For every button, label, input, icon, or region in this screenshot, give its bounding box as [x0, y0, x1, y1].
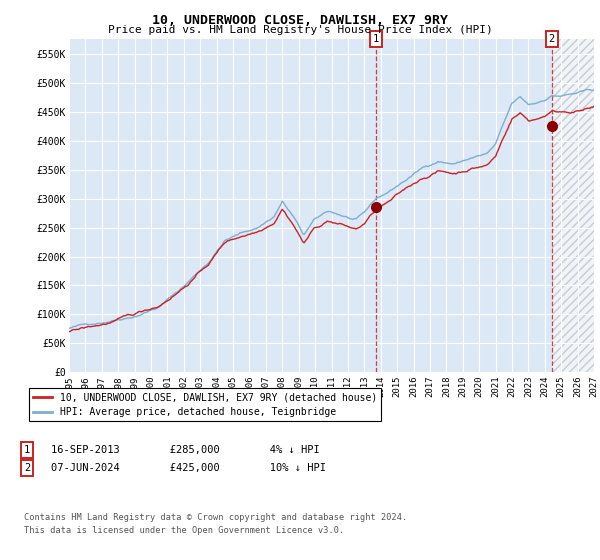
- Text: 07-JUN-2024        £425,000        10% ↓ HPI: 07-JUN-2024 £425,000 10% ↓ HPI: [51, 463, 326, 473]
- Legend: 10, UNDERWOOD CLOSE, DAWLISH, EX7 9RY (detached house), HPI: Average price, deta: 10, UNDERWOOD CLOSE, DAWLISH, EX7 9RY (d…: [29, 389, 381, 421]
- Text: 16-SEP-2013        £285,000        4% ↓ HPI: 16-SEP-2013 £285,000 4% ↓ HPI: [51, 445, 320, 455]
- Text: 1: 1: [373, 34, 379, 44]
- Bar: [376, 39, 594, 372]
- Text: 2: 2: [549, 34, 555, 44]
- Text: 10, UNDERWOOD CLOSE, DAWLISH, EX7 9RY: 10, UNDERWOOD CLOSE, DAWLISH, EX7 9RY: [152, 14, 448, 27]
- Bar: [552, 36, 594, 372]
- Text: 1: 1: [24, 445, 30, 455]
- Text: Price paid vs. HM Land Registry's House Price Index (HPI): Price paid vs. HM Land Registry's House …: [107, 25, 493, 35]
- Text: Contains HM Land Registry data © Crown copyright and database right 2024.: Contains HM Land Registry data © Crown c…: [24, 513, 407, 522]
- Text: This data is licensed under the Open Government Licence v3.0.: This data is licensed under the Open Gov…: [24, 526, 344, 535]
- Text: 2: 2: [24, 463, 30, 473]
